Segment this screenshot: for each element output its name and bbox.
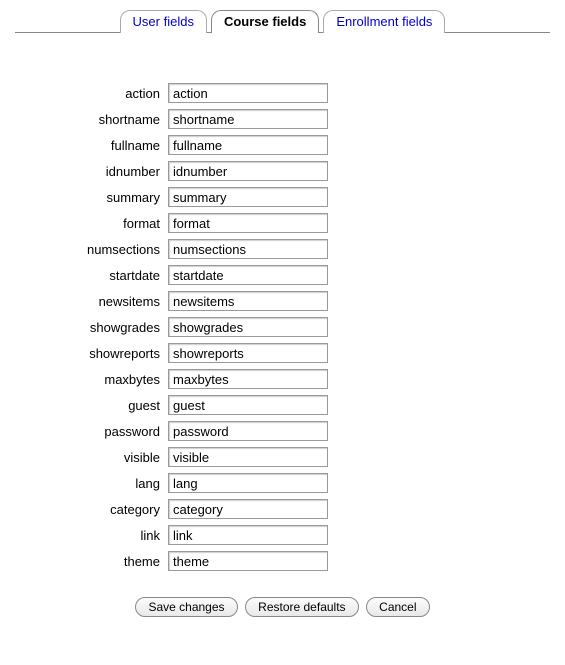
field-input-format[interactable] bbox=[168, 213, 328, 233]
field-label-action: action bbox=[60, 86, 160, 101]
field-label-visible: visible bbox=[60, 450, 160, 465]
tab-bar: User fieldsCourse fieldsEnrollment field… bbox=[0, 0, 565, 33]
field-label-showreports: showreports bbox=[60, 346, 160, 361]
field-row-maxbytes: maxbytes bbox=[60, 369, 505, 389]
field-label-startdate: startdate bbox=[60, 268, 160, 283]
field-label-guest: guest bbox=[60, 398, 160, 413]
field-input-lang[interactable] bbox=[168, 473, 328, 493]
field-label-link: link bbox=[60, 528, 160, 543]
field-row-link: link bbox=[60, 525, 505, 545]
field-label-fullname: fullname bbox=[60, 138, 160, 153]
field-input-showreports[interactable] bbox=[168, 343, 328, 363]
field-input-password[interactable] bbox=[168, 421, 328, 441]
restore-defaults-button[interactable]: Restore defaults bbox=[245, 597, 358, 617]
field-input-showgrades[interactable] bbox=[168, 317, 328, 337]
field-row-idnumber: idnumber bbox=[60, 161, 505, 181]
save-changes-button[interactable]: Save changes bbox=[135, 597, 237, 617]
field-label-idnumber: idnumber bbox=[60, 164, 160, 179]
field-input-visible[interactable] bbox=[168, 447, 328, 467]
field-row-theme: theme bbox=[60, 551, 505, 571]
field-input-numsections[interactable] bbox=[168, 239, 328, 259]
field-input-fullname[interactable] bbox=[168, 135, 328, 155]
field-label-category: category bbox=[60, 502, 160, 517]
tab-enrollment-fields[interactable]: Enrollment fields bbox=[323, 10, 445, 33]
tab-course-fields: Course fields bbox=[211, 10, 319, 33]
field-label-format: format bbox=[60, 216, 160, 231]
action-buttons: Save changes Restore defaults Cancel bbox=[60, 577, 505, 632]
field-label-summary: summary bbox=[60, 190, 160, 205]
field-row-newsitems: newsitems bbox=[60, 291, 505, 311]
field-row-numsections: numsections bbox=[60, 239, 505, 259]
field-row-showgrades: showgrades bbox=[60, 317, 505, 337]
field-row-format: format bbox=[60, 213, 505, 233]
field-input-guest[interactable] bbox=[168, 395, 328, 415]
field-row-password: password bbox=[60, 421, 505, 441]
cancel-button[interactable]: Cancel bbox=[366, 597, 429, 617]
field-row-guest: guest bbox=[60, 395, 505, 415]
field-row-shortname: shortname bbox=[60, 109, 505, 129]
field-row-action: action bbox=[60, 83, 505, 103]
field-label-maxbytes: maxbytes bbox=[60, 372, 160, 387]
field-label-showgrades: showgrades bbox=[60, 320, 160, 335]
field-input-newsitems[interactable] bbox=[168, 291, 328, 311]
field-row-summary: summary bbox=[60, 187, 505, 207]
field-label-password: password bbox=[60, 424, 160, 439]
field-input-action[interactable] bbox=[168, 83, 328, 103]
field-row-visible: visible bbox=[60, 447, 505, 467]
field-input-link[interactable] bbox=[168, 525, 328, 545]
field-row-startdate: startdate bbox=[60, 265, 505, 285]
field-label-theme: theme bbox=[60, 554, 160, 569]
field-input-shortname[interactable] bbox=[168, 109, 328, 129]
field-input-maxbytes[interactable] bbox=[168, 369, 328, 389]
field-row-category: category bbox=[60, 499, 505, 519]
field-row-lang: lang bbox=[60, 473, 505, 493]
field-row-fullname: fullname bbox=[60, 135, 505, 155]
field-input-idnumber[interactable] bbox=[168, 161, 328, 181]
course-fields-form: action shortname fullname idnumber summary fo… bbox=[0, 33, 565, 652]
field-label-numsections: numsections bbox=[60, 242, 160, 257]
field-input-startdate[interactable] bbox=[168, 265, 328, 285]
field-input-category[interactable] bbox=[168, 499, 328, 519]
field-row-showreports: showreports bbox=[60, 343, 505, 363]
tab-user-fields[interactable]: User fields bbox=[120, 10, 207, 33]
field-input-theme[interactable] bbox=[168, 551, 328, 571]
field-label-shortname: shortname bbox=[60, 112, 160, 127]
field-input-summary[interactable] bbox=[168, 187, 328, 207]
field-label-newsitems: newsitems bbox=[60, 294, 160, 309]
field-label-lang: lang bbox=[60, 476, 160, 491]
